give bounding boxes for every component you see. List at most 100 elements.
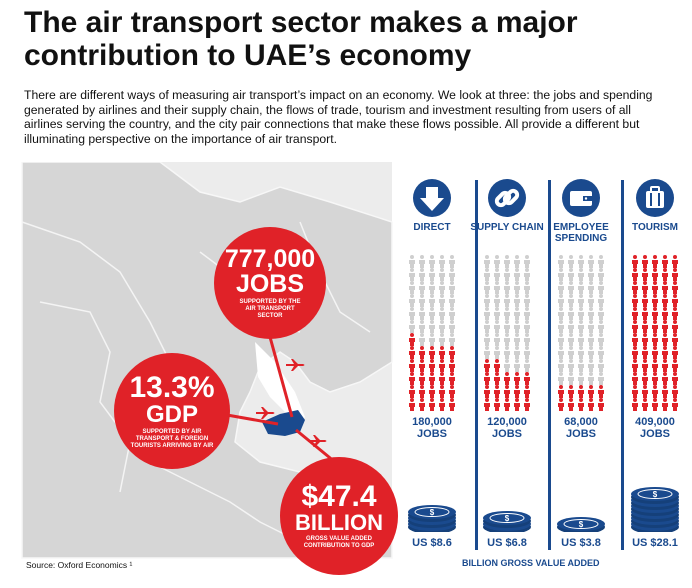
person-icon	[493, 307, 502, 320]
person-icon	[513, 372, 522, 385]
person-icon	[557, 346, 566, 359]
person-icon	[671, 320, 680, 333]
person-icon	[651, 372, 660, 385]
svg-text:$: $	[505, 514, 510, 523]
person-icon	[587, 359, 596, 372]
person-icon	[651, 398, 660, 411]
person-icon	[641, 281, 650, 294]
person-icon	[557, 320, 566, 333]
people-grid	[394, 255, 470, 411]
person-icon	[631, 333, 640, 346]
person-icon	[438, 372, 447, 385]
person-icon	[557, 359, 566, 372]
jobs-count: 120,000 JOBS	[487, 416, 527, 440]
source-note: Source: Oxford Economics ¹	[26, 560, 133, 570]
intro-text: There are different ways of measuring ai…	[24, 88, 653, 146]
person-icon	[523, 307, 532, 320]
column-label: EMPLOYEE SPENDING	[553, 222, 609, 244]
person-icon	[408, 294, 417, 307]
person-icon	[483, 359, 492, 372]
person-icon	[557, 372, 566, 385]
people-grid	[469, 255, 545, 411]
person-icon	[438, 385, 447, 398]
person-icon	[523, 372, 532, 385]
person-icon	[493, 346, 502, 359]
impact-column: EMPLOYEE SPENDING 68,000 JOBS $ US $3.8	[543, 0, 619, 588]
person-icon	[513, 398, 522, 411]
person-icon	[567, 398, 576, 411]
person-icon	[448, 372, 457, 385]
person-icon	[483, 281, 492, 294]
person-icon	[493, 385, 502, 398]
people-grid	[617, 255, 692, 411]
jobs-value: 777,000	[224, 244, 316, 273]
person-icon	[523, 255, 532, 268]
person-icon	[503, 307, 512, 320]
person-icon	[631, 281, 640, 294]
person-icon	[503, 359, 512, 372]
person-icon	[418, 255, 427, 268]
person-icon	[641, 294, 650, 307]
person-icon	[597, 359, 606, 372]
person-icon	[567, 346, 576, 359]
person-icon	[651, 385, 660, 398]
person-icon	[597, 372, 606, 385]
person-icon	[418, 359, 427, 372]
person-icon	[493, 359, 502, 372]
person-icon	[428, 346, 437, 359]
person-icon	[661, 281, 670, 294]
person-icon	[597, 385, 606, 398]
person-icon	[641, 320, 650, 333]
person-icon	[631, 398, 640, 411]
impact-column: TOURISM 409,000 JOBS $ US $28.1	[617, 0, 692, 588]
person-icon	[428, 294, 437, 307]
person-icon	[428, 398, 437, 411]
person-icon	[597, 294, 606, 307]
person-icon	[503, 255, 512, 268]
person-icon	[577, 320, 586, 333]
person-icon	[567, 385, 576, 398]
wallet-icon	[561, 178, 601, 218]
svg-text:$: $	[579, 520, 584, 529]
coin-stack-icon: $	[627, 482, 683, 537]
person-icon	[483, 294, 492, 307]
person-icon	[493, 372, 502, 385]
person-icon	[651, 333, 660, 346]
person-icon	[641, 372, 650, 385]
person-icon	[438, 268, 447, 281]
person-icon	[408, 333, 417, 346]
person-icon	[493, 255, 502, 268]
person-icon	[438, 398, 447, 411]
person-icon	[523, 398, 532, 411]
plane-icon-1	[286, 359, 305, 371]
person-icon	[408, 320, 417, 333]
person-icon	[503, 294, 512, 307]
person-icon	[567, 333, 576, 346]
person-icon	[577, 333, 586, 346]
jobs-count: 180,000 JOBS	[412, 416, 452, 440]
person-icon	[587, 385, 596, 398]
person-icon	[641, 333, 650, 346]
gdp-unit: GDP	[145, 400, 198, 428]
person-icon	[513, 385, 522, 398]
person-icon	[448, 320, 457, 333]
person-icon	[408, 372, 417, 385]
person-icon	[503, 372, 512, 385]
person-icon	[448, 307, 457, 320]
person-icon	[651, 255, 660, 268]
person-icon	[631, 268, 640, 281]
person-icon	[587, 294, 596, 307]
person-icon	[651, 281, 660, 294]
person-icon	[567, 294, 576, 307]
person-icon	[483, 268, 492, 281]
person-icon	[523, 385, 532, 398]
jobs-unit: JOBS	[235, 269, 305, 298]
person-icon	[577, 346, 586, 359]
person-icon	[408, 281, 417, 294]
jobs-count: 409,000 JOBS	[635, 416, 675, 440]
gva-value: US $6.8	[487, 537, 527, 549]
person-icon	[557, 385, 566, 398]
person-icon	[513, 346, 522, 359]
person-icon	[641, 385, 650, 398]
person-icon	[408, 359, 417, 372]
